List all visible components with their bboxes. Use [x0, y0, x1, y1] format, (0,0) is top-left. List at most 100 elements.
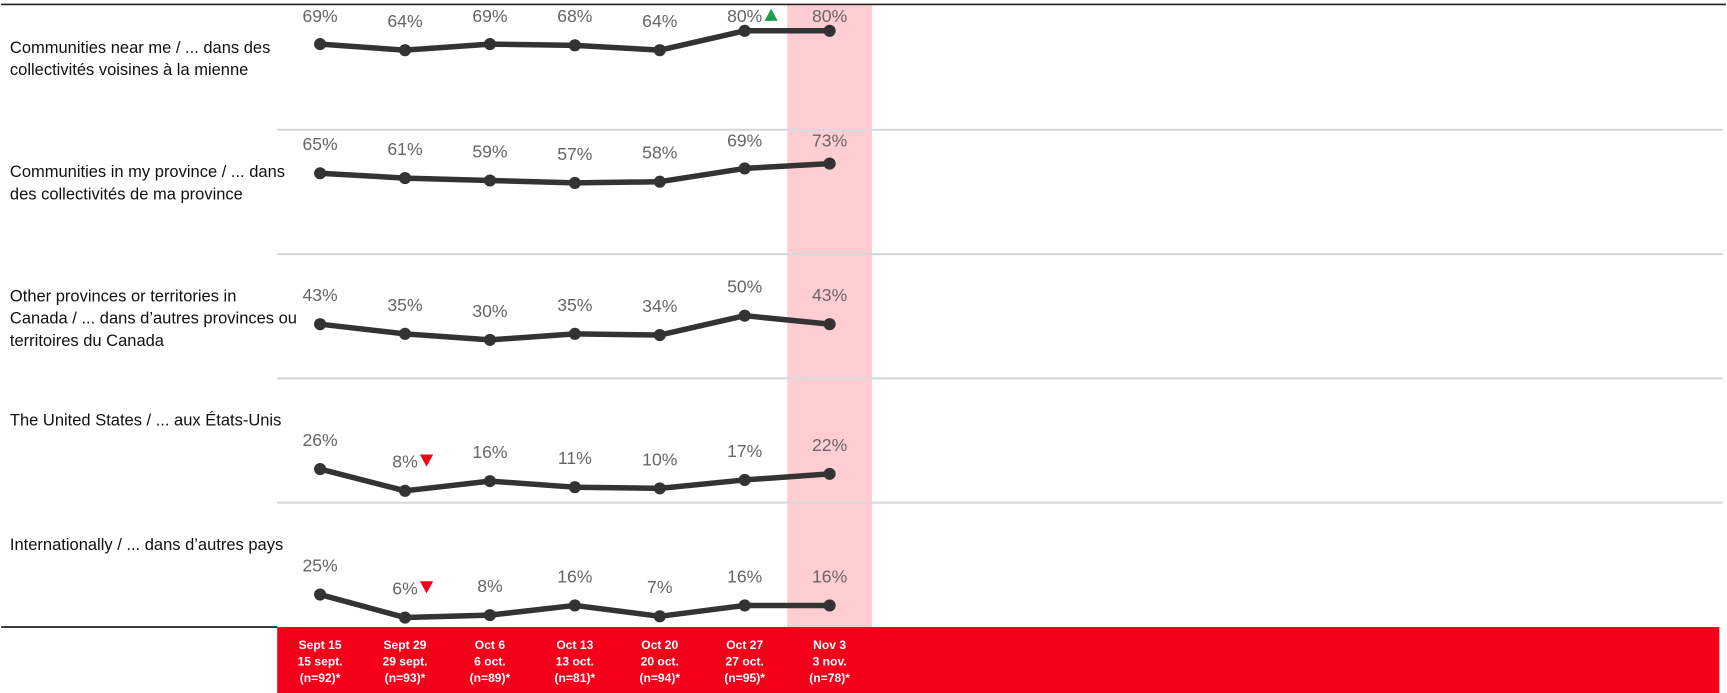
x-tick-label: 29 sept.: [382, 655, 427, 669]
data-point: [653, 44, 666, 57]
value-label: 30%: [472, 301, 508, 321]
x-tick-label: 27 oct.: [726, 655, 764, 669]
data-point: [314, 318, 327, 331]
data-point: [653, 329, 666, 342]
value-label: 8%: [477, 576, 503, 596]
value-label: 35%: [557, 295, 593, 315]
x-tick-label: (n=89)*: [470, 671, 511, 685]
value-label: 43%: [302, 285, 338, 305]
data-point: [653, 610, 666, 623]
data-point: [823, 318, 836, 331]
value-label: 57%: [557, 144, 593, 164]
value-label: 11%: [558, 448, 592, 468]
value-label: 80%: [727, 6, 763, 26]
value-label: 50%: [727, 277, 763, 297]
value-label: 68%: [557, 6, 593, 26]
value-label: 80%: [812, 6, 848, 26]
x-tick-label: (n=78)*: [809, 671, 850, 685]
data-point: [738, 473, 751, 486]
data-point: [653, 482, 666, 495]
data-point: [314, 588, 327, 601]
value-label: 16%: [812, 566, 848, 586]
x-tick-label: 6 oct.: [474, 655, 506, 669]
value-label: 58%: [642, 143, 678, 163]
change-arrow: [764, 8, 778, 21]
data-point: [398, 484, 412, 497]
row-label: Communities near me / ... dans des colle…: [10, 39, 275, 79]
data-point: [568, 176, 581, 189]
data-point: [823, 467, 836, 480]
x-tick-label: Nov 3: [813, 638, 846, 652]
change-arrow: [419, 581, 434, 594]
value-label: 64%: [642, 11, 678, 31]
x-tick-label: Oct 20: [641, 638, 678, 652]
value-label: 16%: [472, 442, 508, 462]
data-point: [314, 462, 327, 476]
data-point: [823, 24, 836, 37]
x-tick-label: (n=95)*: [724, 671, 765, 685]
data-point: [314, 38, 327, 51]
value-label: 61%: [387, 139, 423, 159]
data-point: [738, 24, 751, 37]
row-label: Other provinces or territories in Canada…: [10, 287, 302, 350]
x-tick-label: Oct 6: [475, 638, 506, 652]
data-point: [568, 481, 581, 494]
row-label: Communities in my province / ... dans de…: [10, 163, 290, 203]
data-point: [398, 44, 412, 57]
x-tick-label: Sept 15: [299, 638, 342, 652]
data-point: [568, 39, 581, 52]
change-arrow: [419, 454, 434, 467]
x-tick-label: Oct 13: [556, 638, 593, 652]
value-label: 73%: [812, 130, 848, 150]
value-label: 34%: [642, 296, 678, 316]
data-point: [398, 611, 412, 624]
value-label: 16%: [557, 566, 593, 586]
data-point: [483, 475, 496, 488]
data-point: [568, 327, 581, 340]
x-tick-label: (n=94)*: [639, 671, 680, 685]
row-label: Internationally / ... dans d’autres pays: [10, 536, 283, 554]
data-point: [398, 172, 412, 185]
value-label: 22%: [812, 435, 848, 455]
value-label: 10%: [642, 449, 678, 469]
x-tick-label: Sept 29: [384, 638, 427, 652]
x-tick-label: 15 sept.: [298, 655, 343, 669]
value-label: 16%: [727, 566, 763, 586]
x-tick-label: 20 oct.: [641, 655, 679, 669]
value-label: 7%: [647, 577, 673, 597]
x-tick-label: 13 oct.: [556, 655, 594, 669]
x-tick-label: (n=93)*: [385, 671, 426, 685]
row-label: The United States / ... aux États-Unis: [10, 411, 281, 430]
x-tick-label: Oct 27: [726, 638, 763, 652]
axis-band: [277, 627, 1720, 693]
data-point: [738, 309, 751, 322]
data-point: [483, 174, 496, 187]
value-label: 6%: [392, 578, 418, 598]
data-point: [738, 599, 751, 612]
value-label: 43%: [812, 285, 848, 305]
value-label: 35%: [387, 295, 423, 315]
value-label: 64%: [387, 11, 423, 31]
data-point: [823, 157, 836, 170]
value-label: 25%: [302, 555, 338, 575]
value-label: 17%: [727, 441, 763, 461]
data-point: [823, 599, 836, 612]
value-label: 65%: [302, 134, 338, 154]
data-point: [314, 167, 327, 180]
value-label: 26%: [302, 430, 338, 450]
x-tick-label: (n=92)*: [300, 671, 341, 685]
x-tick-label: (n=81)*: [555, 671, 596, 685]
highlight-band: [787, 5, 873, 627]
data-point: [653, 175, 666, 188]
value-label: 69%: [472, 6, 508, 26]
value-label: 69%: [302, 6, 338, 26]
data-point: [483, 333, 496, 346]
value-label: 8%: [392, 452, 418, 472]
data-point: [738, 162, 751, 175]
data-point: [398, 327, 412, 340]
data-point: [483, 38, 496, 51]
data-point: [483, 609, 496, 622]
data-point: [568, 599, 581, 612]
x-tick-label: 3 nov.: [813, 655, 847, 669]
